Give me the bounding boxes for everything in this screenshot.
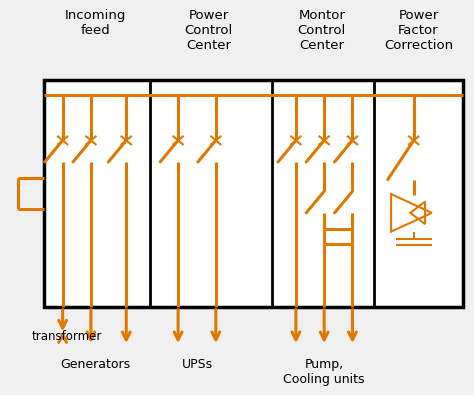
Text: Pump,
Cooling units: Pump, Cooling units bbox=[283, 358, 365, 386]
Text: Montor
Control
Center: Montor Control Center bbox=[298, 9, 346, 52]
Text: Power
Control
Center: Power Control Center bbox=[184, 9, 233, 52]
Text: Generators: Generators bbox=[61, 358, 131, 371]
Text: Incoming
feed: Incoming feed bbox=[65, 9, 126, 37]
Text: Power
Factor
Correction: Power Factor Correction bbox=[384, 9, 453, 52]
Text: transformer: transformer bbox=[32, 330, 102, 343]
Text: UPSs: UPSs bbox=[182, 358, 212, 371]
FancyBboxPatch shape bbox=[44, 80, 463, 307]
